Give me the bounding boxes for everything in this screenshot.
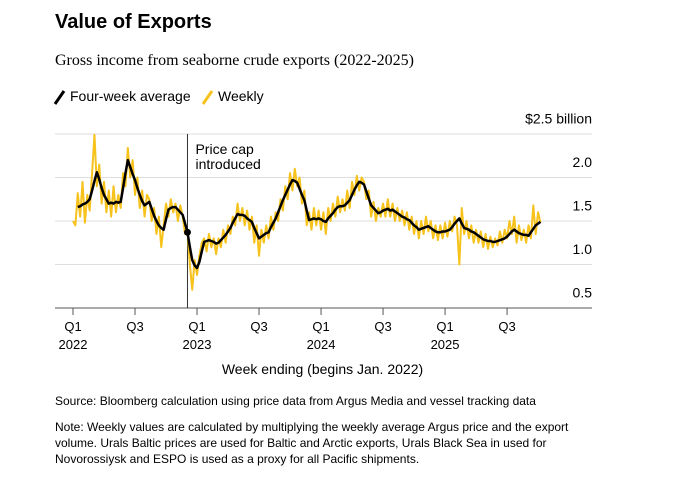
y-tick-label: 1.0 xyxy=(573,241,593,257)
annotation-dot xyxy=(183,228,191,236)
x-tick-label: Q1 2022 xyxy=(58,319,88,352)
x-tick-label: Q3 xyxy=(498,319,516,334)
x-tick-label: Q3 xyxy=(374,319,392,334)
chart-subtitle: Gross income from seaborne crude exports… xyxy=(55,52,415,69)
note: Note: Weekly values are calculated by mu… xyxy=(55,420,569,466)
legend-swatch xyxy=(201,90,214,105)
x-tick-label: Q3 xyxy=(250,319,268,334)
y-tick-label: $2.5 billion xyxy=(525,111,592,127)
annotation: Price cap introduced xyxy=(195,141,261,172)
legend-swatch xyxy=(53,90,66,105)
source: Source: Bloomberg calculation using pric… xyxy=(55,394,536,408)
y-tick-label: 1.5 xyxy=(573,198,593,214)
series-line xyxy=(72,133,542,291)
x-axis-label: Week ending (begins Jan. 2022) xyxy=(221,361,424,377)
y-tick-label: 0.5 xyxy=(573,285,593,301)
x-tick-label: Q1 2023 xyxy=(182,319,212,352)
legend-label: Weekly xyxy=(218,88,264,104)
chart-title: Value of Exports xyxy=(55,11,212,33)
x-tick-label: Q1 2025 xyxy=(430,319,460,352)
series-line xyxy=(77,158,542,270)
y-tick-label: 2.0 xyxy=(573,154,593,170)
x-tick-label: Q3 xyxy=(126,319,144,334)
legend-label: Four-week average xyxy=(70,88,191,104)
x-tick-label: Q1 2024 xyxy=(306,319,336,352)
